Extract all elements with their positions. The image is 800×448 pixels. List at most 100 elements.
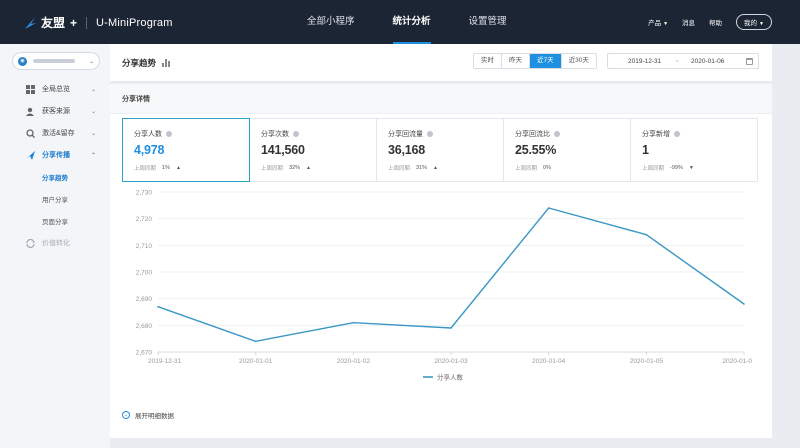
page-header: 分享趋势 实时 昨天 近7天 近30天 2019-12-31 ~ 2020-01… xyxy=(110,44,772,82)
sidebar-item-overview[interactable]: 全局总览 ⌄ xyxy=(0,78,110,100)
date-separator: ~ xyxy=(675,57,680,65)
sidebar-item-label: 获客来源 xyxy=(42,108,70,115)
compare-pct: 1% xyxy=(162,165,170,171)
sidebar-item-value-conversion[interactable]: 价值转化 xyxy=(0,232,110,254)
line-chart-svg: 2,730 2,720 2,710 2,700 2,690 2,680 2,6702019-… xyxy=(136,190,753,382)
card-header: 分享详情 xyxy=(110,84,772,114)
metric-compare: 上周同期 0% xyxy=(515,164,557,172)
expand-label: 展开明细数据 xyxy=(135,413,174,420)
metric-value: 1 xyxy=(642,143,649,157)
main-content: 分享趋势 实时 昨天 近7天 近30天 2019-12-31 ~ 2020-01… xyxy=(110,44,800,448)
y-tick-label: 2,690 xyxy=(136,296,153,303)
sidebar-item-acquisition[interactable]: 获客来源 ⌄ xyxy=(0,100,110,122)
expand-details-button[interactable]: ⌄ 展开明细数据 xyxy=(122,410,174,420)
share-trend-chart: 2,730 2,720 2,710 2,700 2,690 2,680 2,670 2019-… xyxy=(110,184,772,414)
top-right-menu: 产品 ▼ 消息 帮助 我的 ▼ xyxy=(648,0,772,44)
range-tab-last-30-days[interactable]: 近30天 xyxy=(568,57,589,64)
series-line xyxy=(157,207,745,343)
sidebar-item-label: 激活&留存 xyxy=(42,130,75,137)
y-tick-label: 2,670 xyxy=(136,350,153,357)
sidebar-subitem-page-share[interactable]: 页面分享 xyxy=(42,219,68,226)
share-details-card: 分享详情 分享人数 4,978 上周同期 1% ▲ 分享次数 141,560 上周同… xyxy=(110,84,772,438)
swallow-logo-icon xyxy=(25,16,36,29)
app-name-redacted xyxy=(33,59,75,63)
nav-all-miniprograms[interactable]: 全部小程序 xyxy=(307,16,355,27)
brand-logo[interactable]: 友盟 + U-MiniProgram xyxy=(24,14,173,31)
metric-label-wrap: 分享回流比 xyxy=(515,129,560,139)
trend-up-icon: ▲ xyxy=(306,165,311,171)
y-tick-label: 2,730 xyxy=(136,190,153,197)
info-icon[interactable] xyxy=(427,131,433,137)
range-tab-realtime[interactable]: 实时 xyxy=(474,54,502,68)
products-menu[interactable]: 产品 ▼ xyxy=(648,17,668,27)
y-tick-label: 2,700 xyxy=(136,270,153,277)
messages-link[interactable]: 消息 xyxy=(682,20,696,27)
nav-statistics[interactable]: 统计分析 xyxy=(374,0,450,44)
chevron-down-icon: ⌄ xyxy=(88,58,94,65)
metric-tiles: 分享人数 4,978 上周同期 1% ▲ 分享次数 141,560 上周同期 32% ▲… xyxy=(122,118,758,182)
metric-share-backflow[interactable]: 分享回流量 36,168 上周同期 31% ▲ xyxy=(376,118,504,182)
x-tick-label: 2020-01-0 xyxy=(722,358,752,365)
metric-label-wrap: 分享回流量 xyxy=(388,129,433,139)
metric-compare: 上周同期 32% ▲ xyxy=(261,164,311,172)
data-point xyxy=(547,207,550,209)
calendar-icon xyxy=(746,57,753,65)
info-icon[interactable] xyxy=(293,131,299,137)
sidebar-item-label: 全局总览 xyxy=(42,86,70,93)
app-avatar-icon: ◉ xyxy=(18,56,27,66)
nav-settings[interactable]: 设置管理 xyxy=(468,16,507,27)
metric-share-backflow-ratio[interactable]: 分享回流比 25.55% 上周同期 0% xyxy=(503,118,631,182)
brand-name: 友盟 xyxy=(41,16,66,30)
mine-button[interactable]: 我的 ▼ xyxy=(736,14,772,30)
date-range-picker[interactable]: 2019-12-31 ~ 2020-01-06 xyxy=(607,53,759,69)
sidebar-subitem-user-share[interactable]: 用户分享 xyxy=(42,197,68,204)
page-title-text: 分享趋势 xyxy=(122,58,157,68)
sidebar-item-label: 价值转化 xyxy=(42,240,70,247)
metric-label-wrap: 分享次数 xyxy=(261,129,299,139)
caret-down-icon: ▼ xyxy=(663,21,669,27)
range-tab-yesterday[interactable]: 昨天 xyxy=(502,54,530,68)
top-navigation-bar: 友盟 + U-MiniProgram 全部小程序 统计分析 设置管理 产品 ▼ 消… xyxy=(0,0,800,44)
legend-label: 分享人数 xyxy=(437,373,464,382)
y-tick-label: 2,710 xyxy=(136,243,153,250)
data-point xyxy=(157,305,159,308)
metric-share-new[interactable]: 分享新增 1 上周同期 -99% ▼ xyxy=(630,118,758,182)
metric-value: 25.55% xyxy=(515,143,557,157)
sidebar-item-sharing[interactable]: 分享传播 ⌃ xyxy=(0,144,110,166)
metric-value: 141,560 xyxy=(261,143,305,157)
app-selector[interactable]: ◉ ⌄ xyxy=(12,52,100,70)
mine-label: 我的 xyxy=(744,20,758,27)
sidebar-item-retention[interactable]: 激活&留存 ⌄ xyxy=(0,122,110,144)
range-tab-last-7-days[interactable]: 近7天 xyxy=(530,54,562,68)
caret-down-icon: ▼ xyxy=(759,21,764,27)
metric-share-users[interactable]: 分享人数 4,978 上周同期 1% ▲ xyxy=(122,118,250,182)
info-icon[interactable] xyxy=(554,131,560,137)
y-tick-label: 2,720 xyxy=(136,216,153,223)
page-title: 分享趋势 xyxy=(122,57,171,69)
share-icon xyxy=(26,150,35,160)
help-link[interactable]: 帮助 xyxy=(709,20,723,27)
metric-label: 分享回流比 xyxy=(515,131,550,138)
data-point xyxy=(254,340,257,343)
data-point xyxy=(352,321,355,324)
info-icon[interactable] xyxy=(674,131,680,137)
compare-label: 上周同期 xyxy=(261,166,284,172)
info-icon[interactable] xyxy=(166,131,172,137)
metric-share-count[interactable]: 分享次数 141,560 上周同期 32% ▲ xyxy=(249,118,377,182)
metric-value: 36,168 xyxy=(388,143,426,157)
x-tick-label: 2019-12-31 xyxy=(148,358,182,365)
metric-compare: 上周同期 1% ▲ xyxy=(134,164,181,172)
metric-label-wrap: 分享人数 xyxy=(134,129,172,139)
data-point xyxy=(450,327,452,329)
brand-divider xyxy=(86,16,88,29)
metric-label-wrap: 分享新增 xyxy=(642,129,680,139)
sidebar-subitem-share-trend[interactable]: 分享趋势 xyxy=(42,175,68,182)
card-title: 分享详情 xyxy=(122,96,150,103)
compare-label: 上周同期 xyxy=(134,166,157,172)
product-name: U-MiniProgram xyxy=(96,16,173,29)
data-point xyxy=(645,233,648,236)
chevron-down-icon: ⌄ xyxy=(90,108,96,115)
x-tick-label: 2020-01-04 xyxy=(532,358,566,365)
chevron-down-icon: ⌄ xyxy=(90,130,96,137)
metric-label: 分享人数 xyxy=(134,131,162,138)
